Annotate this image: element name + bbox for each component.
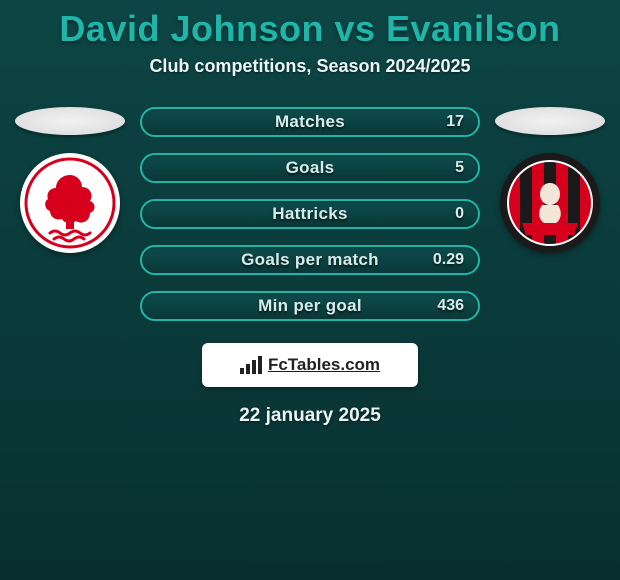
stat-row-goals: Goals 5: [140, 153, 480, 183]
forest-crest-icon: [20, 153, 120, 253]
comparison-card: David Johnson vs Evanilson Club competit…: [0, 0, 620, 427]
left-club-badge: [20, 153, 120, 253]
right-club-badge: [500, 153, 600, 253]
page-subtitle: Club competitions, Season 2024/2025: [0, 56, 620, 77]
stat-label: Goals per match: [241, 250, 379, 270]
stat-right-value: 0.29: [433, 251, 464, 269]
left-player-avatar-placeholder: [15, 107, 125, 135]
bournemouth-crest-icon: [500, 153, 600, 253]
stat-label: Matches: [275, 112, 345, 132]
right-player-avatar-placeholder: [495, 107, 605, 135]
stat-label: Goals: [286, 158, 335, 178]
stat-right-value: 5: [455, 159, 464, 177]
stat-row-matches: Matches 17: [140, 107, 480, 137]
stat-right-value: 0: [455, 205, 464, 223]
stat-row-hattricks: Hattricks 0: [140, 199, 480, 229]
stat-label: Min per goal: [258, 296, 362, 316]
left-player-column: [10, 105, 130, 253]
bar-chart-icon: [240, 356, 262, 374]
stat-label: Hattricks: [272, 204, 347, 224]
footer-date: 22 january 2025: [0, 405, 620, 427]
branding-text: FcTables.com: [268, 355, 380, 375]
stat-right-value: 17: [446, 113, 464, 131]
branding-link[interactable]: FcTables.com: [202, 343, 418, 387]
main-row: Matches 17 Goals 5 Hattricks 0 Goals per…: [0, 105, 620, 321]
stat-row-min-per-goal: Min per goal 436: [140, 291, 480, 321]
page-title: David Johnson vs Evanilson: [0, 8, 620, 50]
stats-list: Matches 17 Goals 5 Hattricks 0 Goals per…: [140, 105, 480, 321]
stat-right-value: 436: [437, 297, 464, 315]
right-player-column: [490, 105, 610, 253]
stat-row-goals-per-match: Goals per match 0.29: [140, 245, 480, 275]
